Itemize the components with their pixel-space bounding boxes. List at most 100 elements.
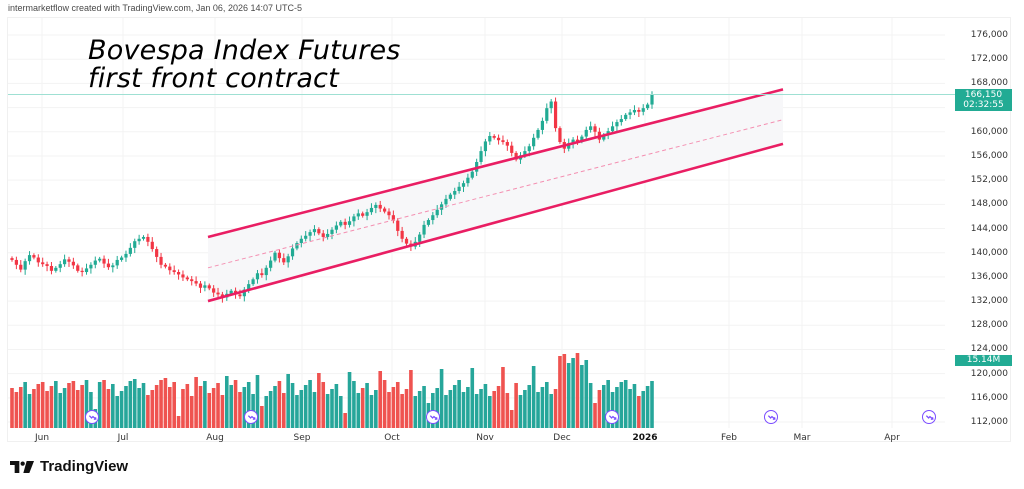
- volume-bar: [62, 388, 67, 428]
- candle-up: [119, 257, 124, 260]
- volume-bar: [575, 353, 580, 428]
- volume-bar: [71, 381, 76, 428]
- volume-bar: [308, 380, 312, 428]
- candle-up: [356, 213, 360, 217]
- candle-up: [571, 139, 575, 144]
- volume-bar: [312, 392, 317, 428]
- volume-bar: [36, 384, 41, 428]
- volume-bar: [637, 396, 641, 428]
- volume-bar: [273, 386, 277, 428]
- price-axis-label: 136,000: [970, 271, 1008, 282]
- volume-bar: [268, 391, 273, 428]
- volume-bar: [365, 383, 369, 428]
- volume-bar: [211, 388, 216, 428]
- volume-bar: [264, 396, 269, 428]
- volume-bar: [466, 387, 470, 428]
- volume-bar: [374, 390, 378, 428]
- volume-bar: [163, 378, 168, 428]
- economic-event-marker[interactable]: [426, 410, 440, 424]
- time-axis-label: Sep: [293, 433, 311, 443]
- economic-event-marker[interactable]: [922, 410, 936, 424]
- candle-up: [527, 146, 531, 152]
- volume-bar: [496, 386, 501, 428]
- candle-down: [168, 266, 172, 271]
- time-axis-label: Jun: [34, 433, 50, 443]
- economic-event-marker[interactable]: [764, 410, 778, 424]
- price-axis-label: 156,000: [970, 150, 1008, 161]
- volume-bar: [172, 382, 176, 428]
- candle-down: [159, 256, 163, 265]
- volume-bar: [523, 390, 527, 428]
- candle-up: [453, 191, 457, 195]
- candle-up: [111, 265, 115, 268]
- volume-bar: [132, 379, 137, 428]
- candle-down: [260, 273, 264, 276]
- candle-up: [532, 137, 536, 147]
- volume-bar: [606, 380, 610, 428]
- volume-bar: [45, 391, 49, 428]
- volume-bar: [584, 360, 589, 428]
- event-arrow-icon: [247, 414, 256, 420]
- volume-bar: [18, 387, 23, 428]
- volume-bar: [317, 373, 321, 428]
- candle-down: [76, 265, 80, 271]
- candle-down: [32, 255, 36, 258]
- candle-up: [536, 129, 540, 138]
- candle-up: [584, 129, 588, 137]
- volume-bar: [150, 390, 155, 428]
- volume-bar: [488, 396, 492, 428]
- volume-bar: [80, 385, 84, 428]
- candle-up: [431, 215, 435, 221]
- price-axis-label: 168,000: [970, 78, 1008, 89]
- candle-down: [190, 279, 194, 282]
- candle-down: [496, 137, 501, 141]
- candle-down: [593, 126, 597, 132]
- candle-down: [387, 211, 391, 216]
- candle-up: [624, 114, 628, 120]
- volume-bar: [242, 387, 247, 428]
- volume-bar: [343, 413, 347, 428]
- candle-down: [558, 128, 562, 143]
- candle-up: [339, 221, 343, 226]
- candle-up: [124, 253, 128, 258]
- candle-up: [422, 224, 426, 235]
- economic-event-marker[interactable]: [605, 410, 619, 424]
- candle-up: [641, 108, 645, 112]
- tradingview-logo[interactable]: TradingView: [10, 458, 128, 475]
- economic-event-marker[interactable]: [244, 410, 258, 424]
- volume-bar: [299, 390, 304, 428]
- price-axis-label: 152,000: [970, 175, 1008, 186]
- volume-bar: [154, 385, 159, 428]
- volume-bar: [641, 391, 646, 428]
- volume-bar: [518, 395, 523, 428]
- volume-bar: [505, 393, 510, 428]
- time-axis-label: Apr: [884, 433, 900, 443]
- candle-down: [36, 257, 40, 263]
- event-arrow-icon: [429, 414, 438, 420]
- candle-up: [628, 112, 632, 115]
- candle-up: [540, 120, 545, 130]
- candle-down: [207, 285, 211, 289]
- candle-up: [128, 247, 132, 254]
- price-axis-label: 128,000: [970, 320, 1008, 331]
- volume-bar: [40, 382, 45, 428]
- candle-up: [286, 256, 290, 263]
- volume-bar: [321, 382, 326, 428]
- volume-bar: [474, 394, 479, 428]
- volume-bar: [75, 390, 80, 428]
- volume-bar: [347, 372, 352, 428]
- candle-down: [404, 238, 409, 244]
- volume-bar: [400, 394, 404, 428]
- volume-bar: [544, 382, 549, 428]
- volume-bar: [168, 387, 172, 428]
- volume-bar: [334, 384, 339, 428]
- candle-up: [602, 134, 606, 140]
- candle-up: [545, 108, 549, 121]
- volume-bar: [628, 389, 632, 428]
- candle-down: [41, 262, 45, 265]
- volume-bar: [645, 386, 650, 428]
- volume-bar: [255, 375, 260, 428]
- economic-event-marker[interactable]: [85, 410, 99, 424]
- volume-bar: [325, 394, 330, 428]
